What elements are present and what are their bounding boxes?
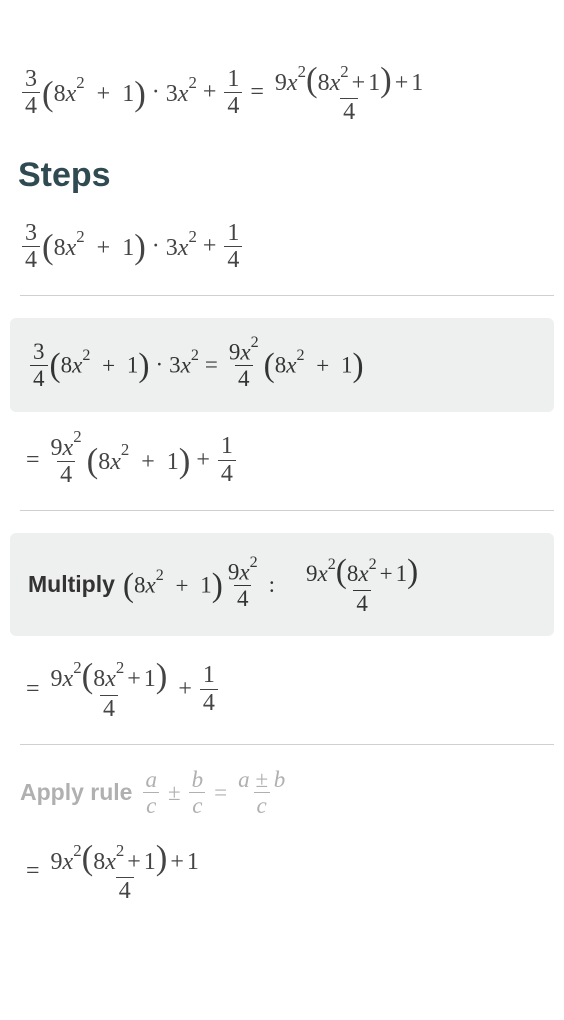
apply-rule-label: Apply rule: [20, 779, 132, 806]
step-box-2: Multiply ( 8x2 + 1 ) 9x2 4 : 9x2(8x2+1) …: [10, 533, 554, 636]
final-line: = 9x2(8x2+1)+1 4: [10, 839, 554, 905]
lparen: (: [42, 74, 54, 114]
separator: [20, 510, 554, 511]
term: 8x2 + 1: [54, 77, 135, 108]
after-box-2: = 9x2(8x2+1) 4 + 1 4: [10, 656, 554, 722]
separator: [20, 295, 554, 296]
frac-1-4: 1 4: [224, 66, 242, 120]
frac-3-4: 3 4: [22, 220, 40, 274]
plus: +: [203, 79, 217, 106]
apply-rule: Apply rule a c ± b c = a ± b c: [10, 767, 554, 819]
step-box-1: 3 4 ( 8x2 + 1 ) · 3x2 = 9x2 4 ( 8x2 + 1 …: [10, 318, 554, 411]
multiply-label: Multiply: [28, 571, 115, 598]
separator: [20, 744, 554, 745]
term-3x2: 3x2: [166, 77, 197, 108]
equals: =: [250, 79, 264, 106]
frac-3-4: 3 4: [22, 66, 40, 120]
step-restart: 3 4 ( 8x2 + 1 ) · 3x2 + 1 4: [10, 220, 554, 274]
dot: ·: [152, 79, 160, 106]
rparen: ): [134, 74, 146, 114]
rhs-frac: 9x2(8x2+1)+1 4: [272, 60, 426, 126]
frac-1-4: 1 4: [224, 220, 242, 274]
steps-heading: Steps: [18, 156, 554, 195]
after-box-1: = 9x2 4 ( 8x2 + 1 ) + 1 4: [10, 432, 554, 489]
header-equation: 3 4 ( 8x2 + 1 ) · 3x2 + 1 4 = 9x2(8x2+1)…: [10, 60, 554, 126]
